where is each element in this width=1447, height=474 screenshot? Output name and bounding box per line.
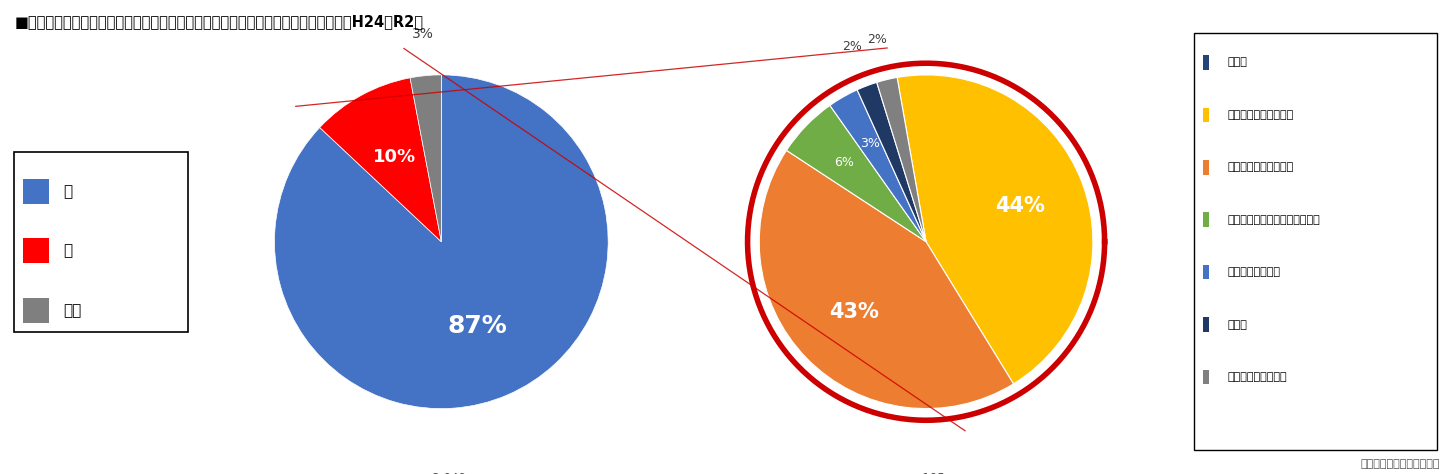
Text: 施工前: 施工前 xyxy=(1229,57,1247,67)
Bar xyxy=(1204,160,1210,174)
Text: （出典：林野庁業務資料）: （出典：林野庁業務資料） xyxy=(1360,459,1440,469)
Wedge shape xyxy=(760,150,1013,409)
Wedge shape xyxy=(831,90,926,242)
Bar xyxy=(23,298,49,323)
Text: 87%: 87% xyxy=(449,314,508,338)
Bar xyxy=(1204,212,1210,227)
Bar xyxy=(23,179,49,204)
Wedge shape xyxy=(897,75,1092,384)
Bar xyxy=(1204,370,1210,384)
Text: n=2,049: n=2,049 xyxy=(415,472,467,474)
Bar xyxy=(1204,317,1210,332)
Bar xyxy=(1204,108,1210,122)
Text: 3%: 3% xyxy=(411,27,434,41)
Wedge shape xyxy=(877,77,926,242)
Text: n=195: n=195 xyxy=(906,472,946,474)
Text: 6%: 6% xyxy=(835,156,854,169)
Text: 44%: 44% xyxy=(994,196,1045,216)
Text: 2%: 2% xyxy=(842,40,862,53)
Text: 2%: 2% xyxy=(867,33,887,46)
Text: 3%: 3% xyxy=(860,137,880,150)
Text: 10%: 10% xyxy=(373,148,417,166)
Bar xyxy=(1204,55,1210,70)
Wedge shape xyxy=(320,78,441,242)
Text: その他（時期不明）: その他（時期不明） xyxy=(1229,372,1288,382)
Text: 有: 有 xyxy=(64,243,72,258)
Text: 不明: 不明 xyxy=(64,303,81,318)
Text: 施工中（その他）: 施工中（その他） xyxy=(1229,267,1281,277)
Text: 43%: 43% xyxy=(829,301,880,321)
Text: ■　林地開発許可を受けた太陽光発電の施工地における土砂の流出等の発生の有無（H24～R2）: ■ 林地開発許可を受けた太陽光発電の施工地における土砂の流出等の発生の有無（H2… xyxy=(14,14,424,29)
Text: 施工中（濁水が流出）: 施工中（濁水が流出） xyxy=(1229,162,1294,172)
Wedge shape xyxy=(787,105,926,242)
Text: 無: 無 xyxy=(64,184,72,199)
Text: 完了後: 完了後 xyxy=(1229,319,1247,329)
Text: 施工中（土砂が流出）: 施工中（土砂が流出） xyxy=(1229,110,1294,120)
Text: 施工中（土砂及び濁水が流出）: 施工中（土砂及び濁水が流出） xyxy=(1229,215,1321,225)
Wedge shape xyxy=(857,82,926,242)
Wedge shape xyxy=(410,75,441,242)
Wedge shape xyxy=(275,75,608,409)
Bar xyxy=(23,238,49,264)
Bar xyxy=(1204,265,1210,280)
